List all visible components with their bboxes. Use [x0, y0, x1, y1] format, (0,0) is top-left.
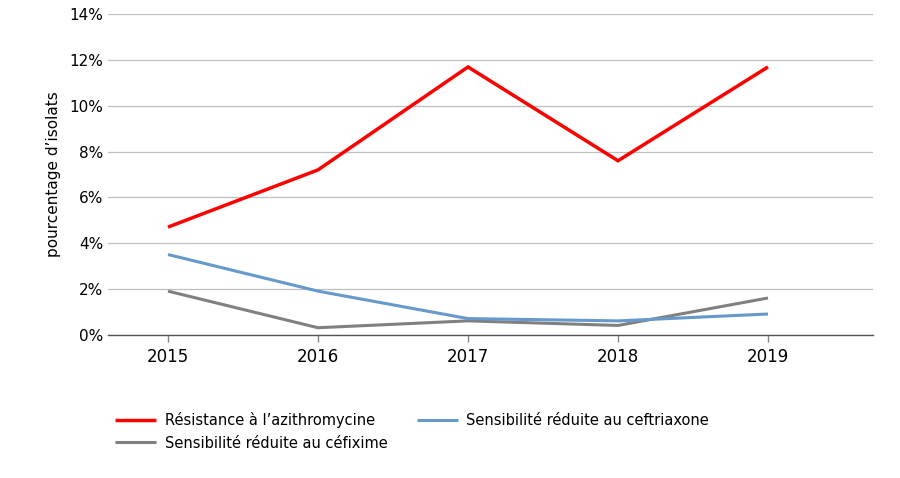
Sensibilité réduite au ceftriaxone: [613, 318, 624, 324]
Line: Sensibilité réduite au céfixime: Sensibilité réduite au céfixime: [168, 291, 768, 328]
Line: Sensibilité réduite au ceftriaxone: Sensibilité réduite au ceftriaxone: [168, 254, 768, 321]
Sensibilité réduite au céfixime: [163, 288, 174, 294]
Sensibilité réduite au céfixime: [613, 323, 624, 328]
Sensibilité réduite au céfixime: [762, 295, 773, 301]
Résistance à l’azithromycine: [463, 64, 473, 70]
Résistance à l’azithromycine: [762, 64, 773, 70]
Résistance à l’azithromycine: [163, 224, 174, 230]
Sensibilité réduite au ceftriaxone: [463, 315, 473, 321]
Sensibilité réduite au ceftriaxone: [762, 311, 773, 317]
Sensibilité réduite au ceftriaxone: [163, 251, 174, 257]
Legend: Résistance à l’azithromycine, Sensibilité réduite au céfixime, Sensibilité rédui: Résistance à l’azithromycine, Sensibilit…: [115, 413, 709, 451]
Sensibilité réduite au ceftriaxone: [312, 288, 323, 294]
Sensibilité réduite au céfixime: [463, 318, 473, 324]
Résistance à l’azithromycine: [312, 167, 323, 173]
Line: Résistance à l’azithromycine: Résistance à l’azithromycine: [168, 67, 768, 227]
Résistance à l’azithromycine: [613, 158, 624, 163]
Y-axis label: pourcentage d’isolats: pourcentage d’isolats: [46, 92, 61, 257]
Sensibilité réduite au céfixime: [312, 325, 323, 331]
